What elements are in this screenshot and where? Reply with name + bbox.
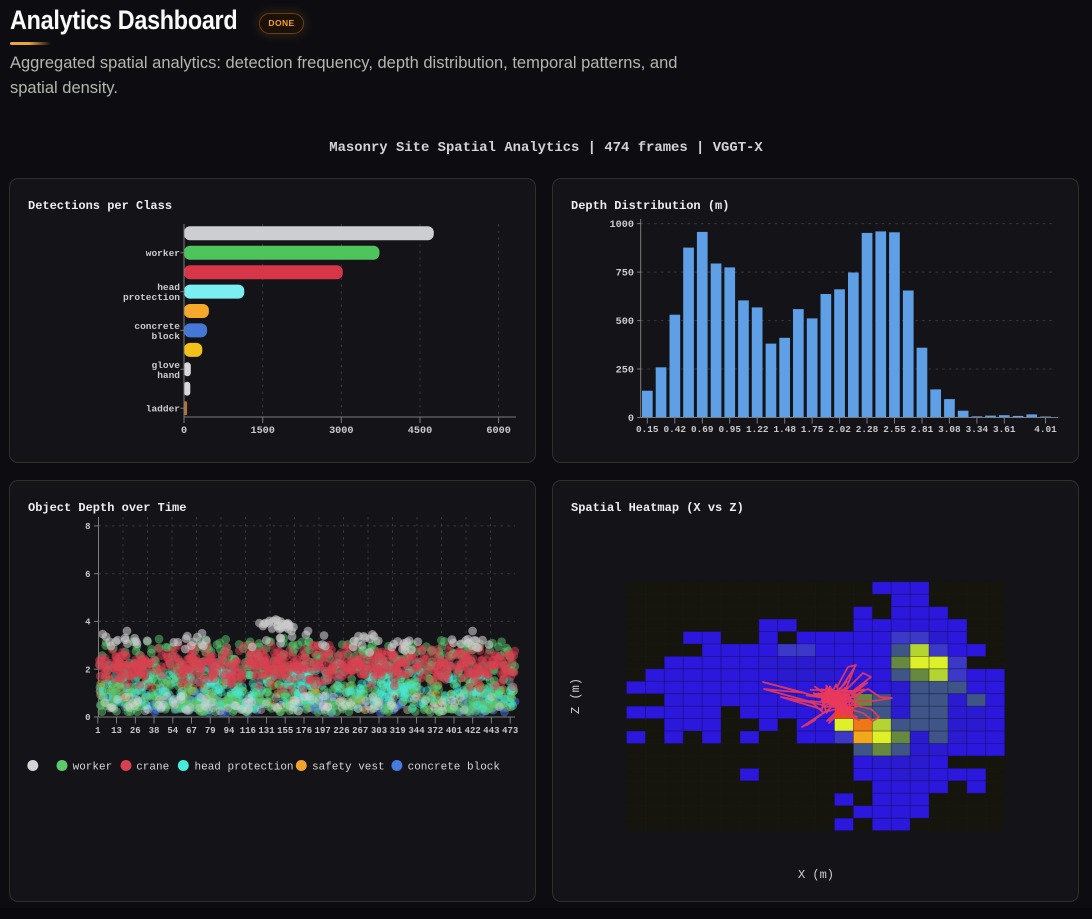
- svg-text:443: 443: [483, 726, 499, 736]
- svg-text:Detections per Class: Detections per Class: [28, 199, 172, 213]
- svg-text:500: 500: [616, 317, 634, 328]
- svg-text:226: 226: [333, 726, 349, 736]
- svg-text:6: 6: [85, 570, 90, 580]
- svg-text:block: block: [151, 331, 180, 342]
- svg-text:0.69: 0.69: [691, 424, 714, 435]
- svg-text:54: 54: [167, 726, 178, 736]
- svg-text:3000: 3000: [329, 426, 353, 437]
- svg-text:Depth Distribution (m): Depth Distribution (m): [571, 199, 729, 213]
- svg-text:head: head: [157, 282, 180, 293]
- svg-text:94: 94: [224, 726, 235, 736]
- svg-text:267: 267: [352, 726, 368, 736]
- svg-text:0.95: 0.95: [718, 424, 741, 435]
- svg-text:1000: 1000: [610, 220, 634, 231]
- svg-text:26: 26: [130, 726, 141, 736]
- svg-text:473: 473: [502, 726, 518, 736]
- svg-text:13: 13: [111, 726, 122, 736]
- svg-text:422: 422: [465, 726, 481, 736]
- svg-text:0.15: 0.15: [636, 424, 659, 435]
- svg-text:79: 79: [205, 726, 216, 736]
- svg-text:197: 197: [315, 726, 331, 736]
- svg-text:344: 344: [408, 726, 425, 736]
- svg-text:4.01: 4.01: [1034, 424, 1057, 435]
- svg-text:concrete block: concrete block: [408, 762, 501, 774]
- svg-text:2.28: 2.28: [856, 424, 879, 435]
- svg-text:glove: glove: [151, 360, 180, 371]
- svg-text:3.08: 3.08: [938, 424, 961, 435]
- svg-text:372: 372: [427, 726, 443, 736]
- svg-text:1500: 1500: [250, 426, 274, 437]
- svg-text:ladder: ladder: [146, 404, 181, 415]
- svg-text:Spatial Heatmap (X vs Z): Spatial Heatmap (X vs Z): [571, 501, 744, 515]
- svg-text:2.55: 2.55: [883, 424, 906, 435]
- svg-text:116: 116: [240, 726, 256, 736]
- svg-text:worker: worker: [146, 248, 181, 259]
- svg-text:protection: protection: [123, 292, 180, 303]
- svg-text:67: 67: [186, 726, 197, 736]
- svg-text:0: 0: [85, 713, 90, 723]
- svg-text:303: 303: [371, 726, 387, 736]
- svg-text:Z (m): Z (m): [569, 678, 583, 714]
- svg-text:crane: crane: [136, 762, 169, 774]
- svg-text:X (m): X (m): [798, 868, 834, 882]
- svg-text:head protection: head protection: [195, 762, 294, 774]
- svg-text:0: 0: [181, 426, 187, 437]
- svg-text:8: 8: [85, 522, 90, 532]
- svg-text:4: 4: [85, 618, 91, 628]
- svg-text:131: 131: [258, 726, 275, 736]
- svg-text:safety vest: safety vest: [312, 762, 385, 774]
- svg-text:hand: hand: [157, 370, 180, 381]
- svg-text:6000: 6000: [486, 426, 510, 437]
- svg-text:1.22: 1.22: [746, 424, 769, 435]
- svg-text:worker: worker: [73, 762, 113, 774]
- svg-text:401: 401: [446, 726, 463, 736]
- svg-text:3.34: 3.34: [966, 424, 989, 435]
- svg-text:2.02: 2.02: [828, 424, 851, 435]
- svg-text:0.42: 0.42: [664, 424, 687, 435]
- svg-text:3.61: 3.61: [993, 424, 1016, 435]
- svg-text:155: 155: [277, 726, 293, 736]
- svg-text:1: 1: [95, 726, 101, 736]
- svg-text:0: 0: [628, 414, 634, 425]
- svg-text:4500: 4500: [408, 426, 432, 437]
- svg-text:319: 319: [390, 726, 406, 736]
- svg-text:750: 750: [616, 269, 634, 280]
- svg-text:38: 38: [149, 726, 160, 736]
- svg-text:2.81: 2.81: [911, 424, 934, 435]
- svg-text:250: 250: [616, 366, 634, 377]
- svg-text:Object Depth over Time: Object Depth over Time: [28, 501, 186, 515]
- svg-text:176: 176: [296, 726, 312, 736]
- svg-text:2: 2: [85, 665, 90, 675]
- svg-text:concrete: concrete: [134, 321, 180, 332]
- svg-text:1.75: 1.75: [801, 424, 824, 435]
- svg-text:1.48: 1.48: [773, 424, 796, 435]
